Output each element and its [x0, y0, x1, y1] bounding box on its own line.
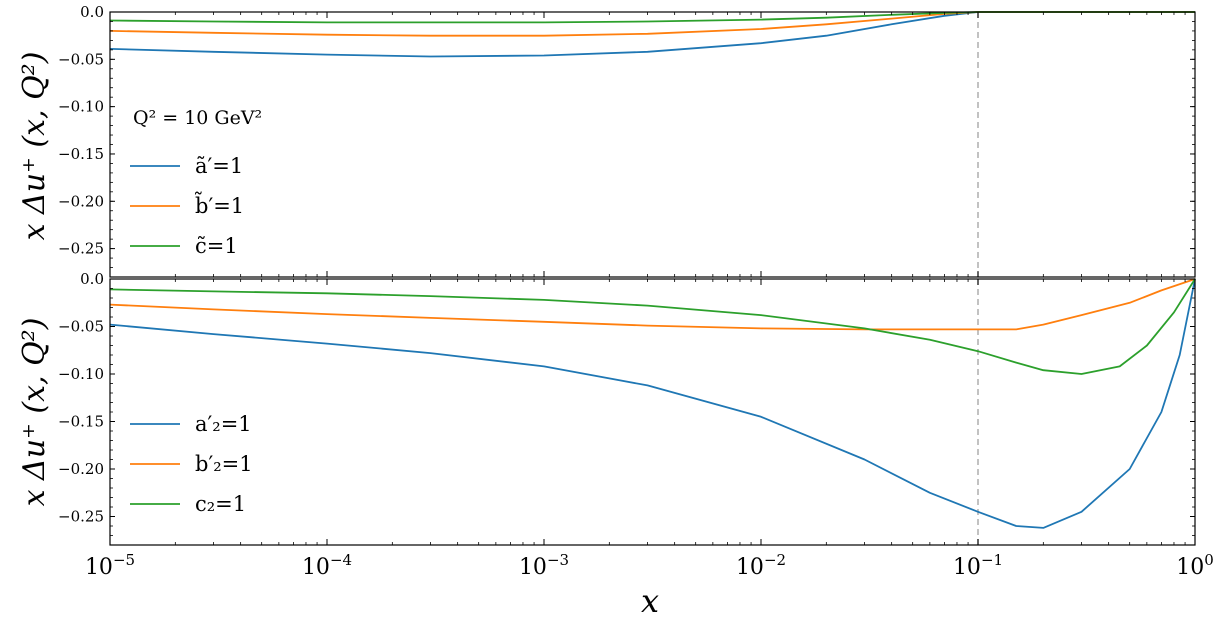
top-series-1	[109, 11, 1195, 37]
top-series-2	[109, 11, 1195, 24]
bottom-axes-frame	[109, 278, 1196, 546]
x-tick-exponent: −3	[547, 551, 569, 569]
bottom-ytick-label: −0.15	[58, 413, 104, 431]
x-tick-exponent: −4	[330, 551, 352, 569]
top-legend-label: c̃=1	[195, 234, 238, 258]
bottom-series-1	[109, 278, 1196, 331]
bottom-y-axis-label: x Δu⁺ (x, Q²)	[17, 318, 52, 507]
top-panel: 0.0 −0.05 −0.10 −0.15 −0.20 −0.25 ã′=1 b̃′=1 c̃=…	[58, 3, 1196, 278]
x-tick-exponent: 0	[1204, 551, 1214, 569]
x-axis-label: x	[641, 582, 659, 619]
top-ytick-label: −0.05	[58, 50, 104, 68]
top-y-axis-label: x Δu⁺ (x, Q²)	[17, 52, 52, 241]
x-tick-exponent: −5	[113, 551, 135, 569]
top-ytick-label: −0.20	[58, 192, 104, 210]
top-ytick-label: 0.0	[80, 3, 104, 21]
x-tick-label: 10−1	[953, 551, 1003, 580]
top-legend-label: b̃′=1	[195, 191, 245, 218]
top-ytick-label: −0.15	[58, 145, 104, 163]
top-ytick-label: −0.25	[58, 240, 104, 258]
bottom-ytick-label: −0.20	[58, 460, 104, 478]
x-tick-label: 10−2	[736, 551, 786, 580]
bottom-legend-label: a′₂=1	[195, 412, 252, 436]
x-tick-label: 10−4	[302, 551, 352, 580]
bottom-legend-label: c₂=1	[195, 492, 246, 516]
top-ytick-label: −0.10	[58, 98, 104, 116]
x-tick-label: 10−3	[519, 551, 569, 580]
q2-annotation: Q² = 10 GeV²	[133, 107, 262, 129]
bottom-ytick-label: −0.05	[58, 318, 104, 336]
bottom-series-2	[109, 278, 1196, 375]
x-tick-label: 100	[1176, 551, 1214, 580]
top-legend-label: ã′=1	[195, 154, 243, 178]
bottom-legend-label: b′₂=1	[195, 452, 253, 476]
x-tick-exponent: −2	[764, 551, 786, 569]
bottom-ytick-label: −0.10	[58, 365, 104, 383]
x-axis: 10−5 10−4 10−3 10−2 10−1 100	[85, 551, 1214, 580]
bottom-panel: 0.0 −0.05 −0.10 −0.15 −0.20 −0.25 a′₂=1 b′₂=1 c₂…	[58, 270, 1196, 546]
bottom-series-0	[109, 278, 1196, 529]
x-tick-label: 10−5	[85, 551, 135, 580]
bottom-ytick-label: 0.0	[80, 270, 104, 288]
x-tick-exponent: −1	[981, 551, 1003, 569]
bottom-ytick-label: −0.25	[58, 508, 104, 526]
